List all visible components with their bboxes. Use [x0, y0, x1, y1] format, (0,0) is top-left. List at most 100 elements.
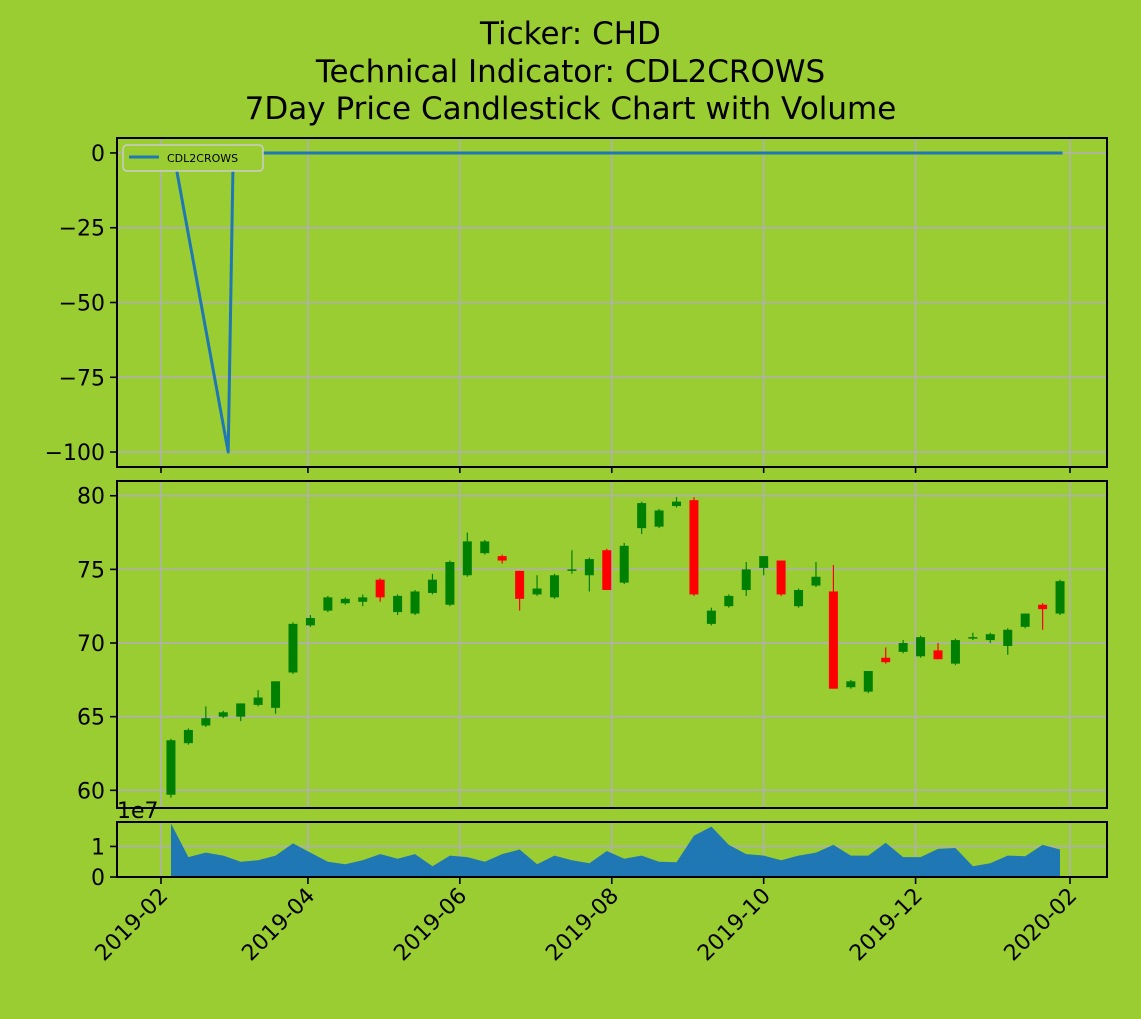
candle	[654, 508, 664, 529]
candle	[358, 594, 368, 607]
candle-body	[1020, 613, 1030, 627]
candle-body	[515, 570, 525, 599]
legend-label: CDL2CROWS	[167, 152, 238, 165]
candle	[549, 573, 559, 599]
volume-area	[171, 823, 1060, 877]
candle-body	[253, 697, 263, 705]
price-ytick-label-4: 80	[77, 485, 105, 510]
candle-body	[549, 575, 559, 598]
candle	[933, 643, 943, 660]
candle-body	[602, 550, 612, 590]
candle	[375, 578, 385, 602]
volume-ytick-label-1: 1	[91, 835, 105, 860]
candle	[602, 548, 612, 590]
candle-body	[898, 643, 908, 652]
price-ytick-label-0: 60	[77, 779, 105, 804]
candle	[1055, 579, 1065, 616]
candle	[672, 497, 682, 508]
series-cdl2crows-line	[172, 151, 1063, 454]
xtick-label-1: 2019-04	[238, 884, 321, 967]
legend: CDL2CROWS	[122, 144, 264, 172]
candle-body	[532, 588, 542, 595]
candle	[445, 560, 455, 607]
candle-body	[776, 560, 786, 595]
indicator-ytick-label-0: 0	[91, 142, 105, 167]
candle	[706, 607, 716, 626]
candle-body	[218, 712, 228, 717]
candle	[427, 573, 437, 595]
candle	[201, 706, 211, 727]
candle-body	[1038, 604, 1048, 610]
candle-body	[480, 541, 490, 554]
candle-body	[863, 671, 873, 692]
indicator-ytick-label-4: −100	[45, 441, 105, 466]
indicator-ytick-label-2: −50	[59, 292, 105, 317]
candle	[253, 690, 263, 707]
candle-body	[950, 640, 960, 664]
candle-body	[1055, 581, 1065, 614]
indicator-ytick-label-3: −75	[59, 366, 105, 391]
chart-title-line-3: 7Day Price Candlestick Chart with Volume	[244, 91, 897, 127]
volume-offset-label: 1e7	[117, 799, 159, 824]
candle	[916, 635, 926, 658]
price-frame	[116, 480, 1108, 809]
candle	[236, 703, 246, 722]
candle	[288, 622, 298, 674]
candle-body	[236, 703, 246, 717]
candle-body	[985, 634, 995, 641]
candle	[828, 564, 838, 689]
candle-body	[427, 579, 437, 593]
candle-body	[166, 740, 176, 795]
candle-body	[410, 591, 420, 614]
candle	[811, 562, 821, 588]
candle	[637, 501, 647, 535]
candle-body	[1003, 629, 1013, 646]
candle-body	[637, 503, 647, 529]
candle-body	[340, 598, 350, 604]
candle	[724, 594, 734, 608]
candle-body	[689, 500, 699, 595]
candle-body	[375, 579, 385, 598]
candle-body	[619, 545, 629, 583]
candle-body	[811, 576, 821, 586]
xtick-label-5: 2019-12	[845, 884, 928, 967]
candle	[1038, 603, 1048, 630]
candle	[950, 638, 960, 666]
price-panel: 60 65 70 75 80	[77, 480, 1108, 809]
candle	[898, 640, 908, 654]
candle-body	[497, 556, 507, 561]
candle-body	[828, 591, 838, 689]
candle	[480, 539, 490, 555]
xtick-label-6: 2020-02	[1000, 884, 1083, 967]
candle	[759, 556, 769, 576]
indicator-panel: 0 −25 −50 −75 −100 CDL2CROWS	[45, 137, 1108, 468]
volume-panel: 0 1 1e7	[91, 799, 1108, 891]
xtick-label-2: 2019-06	[389, 884, 472, 967]
candle	[532, 575, 542, 596]
candle-body	[358, 597, 368, 602]
candle-body	[724, 595, 734, 607]
candle	[1003, 628, 1013, 655]
candle	[183, 728, 193, 745]
candle	[584, 557, 594, 592]
candle	[393, 594, 403, 616]
candle-body	[271, 681, 281, 708]
candle	[410, 590, 420, 616]
candle-body	[201, 718, 211, 726]
candle-body	[846, 681, 856, 688]
candle-body	[445, 562, 455, 605]
candle	[741, 562, 751, 596]
candle	[497, 554, 507, 564]
candle-body	[288, 623, 298, 673]
candle-body	[567, 569, 577, 571]
candle-body	[584, 559, 594, 576]
xtick-label-4: 2019-10	[693, 884, 776, 967]
candle-body	[183, 729, 193, 744]
candle	[968, 632, 978, 641]
candle	[218, 710, 228, 719]
candle-body	[323, 597, 333, 611]
candle	[881, 647, 891, 664]
candle-body	[706, 610, 716, 624]
candle	[567, 550, 577, 574]
